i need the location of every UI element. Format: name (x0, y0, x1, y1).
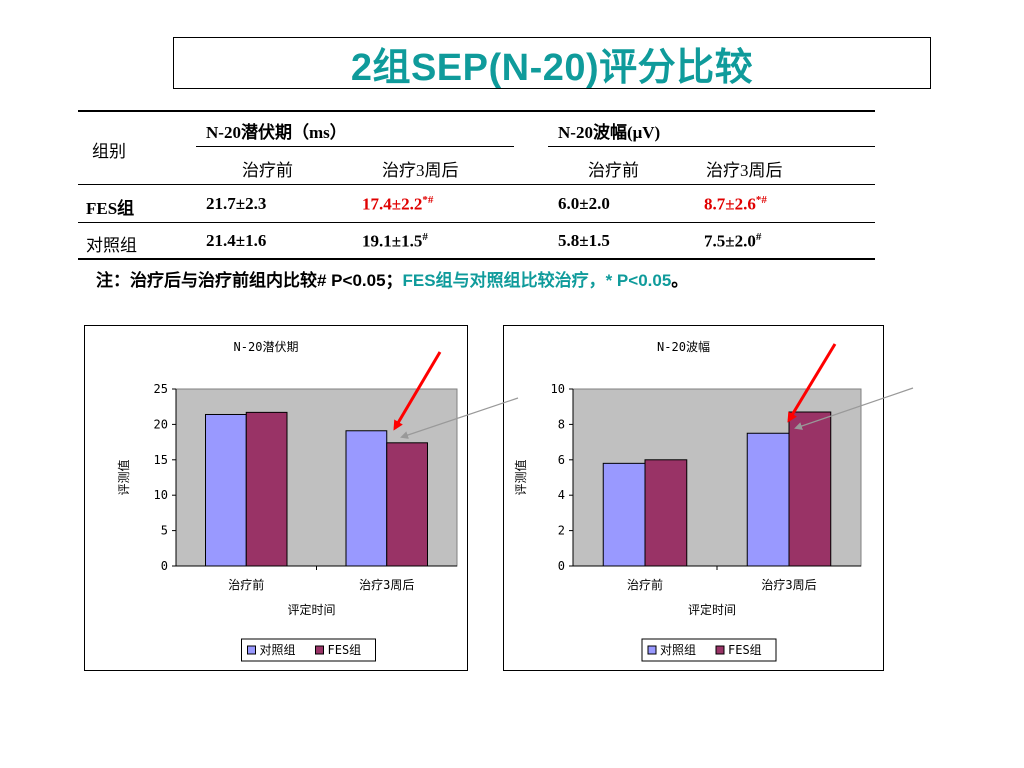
bar-control (602, 462, 646, 567)
x-tick-label: 治疗3周后 (761, 578, 816, 592)
row-control-group: 对照组 (86, 236, 137, 255)
x-axis-label: 评定时间 (287, 602, 335, 617)
bar-fes (644, 459, 688, 567)
latency-header: N-20潜伏期（ms） (206, 123, 347, 142)
legend-swatch-fes (715, 645, 725, 655)
legend (641, 638, 777, 662)
y-tick-label: 25 (154, 382, 168, 396)
row-divider (78, 222, 875, 223)
red-arrow-amplitude (787, 343, 837, 423)
legend-label: 对照组 (660, 643, 696, 657)
row-fes-group: FES组 (86, 199, 135, 218)
row-control-lat-after: 19.1±1.5# (362, 231, 428, 251)
y-tick-label: 15 (154, 453, 168, 467)
row-control-amp-after: 7.5±2.0# (704, 231, 762, 251)
y-tick-label: 4 (558, 488, 565, 502)
y-tick-label: 0 (161, 559, 168, 573)
x-tick-label: 治疗3周后 (359, 578, 414, 592)
footnote-part1: 注：治疗后与治疗前组内比较# P<0.05； (96, 271, 403, 290)
row-fes-amp-after: 8.7±2.6*# (704, 194, 767, 214)
row-fes-lat-before: 21.7±2.3 (206, 194, 267, 213)
row-control-lat-before: 21.4±1.6 (206, 231, 267, 250)
amplitude-chart-frame: N-20波幅 0 2 4 6 8 10 治疗前 治疗3周后评定时间 评测值对照组 FES组 (503, 325, 884, 671)
y-axis-label: 评测值 (116, 459, 131, 495)
amplitude-header: N-20波幅(μV) (558, 123, 661, 142)
bar-fes (386, 442, 428, 567)
red-arrow-latency (393, 351, 442, 431)
table-top-rule (78, 110, 875, 112)
page-title: 2组SEP(N-20)评分比较 (350, 46, 754, 89)
legend-swatch-fes (315, 645, 324, 655)
gray-pointer-latency (400, 397, 519, 439)
x-tick-label: 治疗前 (228, 577, 264, 592)
footnote-part3: 。 (671, 271, 689, 290)
footnote-part2: FES组与对照组比较治疗，* P<0.05 (402, 271, 672, 290)
y-tick-label: 10 (551, 382, 565, 396)
significance-mark: *# (422, 194, 434, 206)
y-tick-label: 5 (161, 524, 168, 538)
legend-label: FES组 (328, 643, 362, 657)
significance-mark: *# (755, 194, 767, 206)
row-fes-lat-after: 17.4±2.2*# (362, 194, 434, 214)
bar-fes (788, 411, 832, 567)
latency-before-header: 治疗前 (242, 161, 293, 180)
amplitude-header-rule (548, 146, 875, 147)
latency-header-rule (196, 146, 514, 147)
bar-fes (245, 411, 288, 567)
y-tick-label: 0 (558, 559, 565, 573)
significance-mark: # (755, 231, 762, 243)
legend-swatch-control (247, 645, 256, 655)
y-tick-label: 10 (154, 488, 168, 502)
group-header: 组别 (92, 142, 126, 161)
y-tick-label: 6 (558, 453, 565, 467)
row-control-amp-before: 5.8±1.5 (558, 231, 610, 250)
x-axis-label: 评定时间 (688, 602, 736, 617)
header-bottom-rule (78, 184, 875, 185)
title-box: 2组SEP(N-20)评分比较 (173, 37, 931, 89)
latency-after-header: 治疗3周后 (382, 161, 459, 180)
legend (241, 638, 376, 662)
y-axis-label: 评测值 (513, 459, 528, 495)
legend-label: 对照组 (260, 643, 296, 657)
y-tick-label: 8 (558, 417, 565, 431)
bar-control (205, 413, 247, 567)
results-table: 组别 N-20潜伏期（ms） N-20波幅(μV) 治疗前 治疗3周后 治疗前 … (0, 0, 1024, 300)
footnote: 注：治疗后与治疗前组内比较# P<0.05；FES组与对照组比较治疗，* P<0… (96, 266, 688, 291)
amplitude-before-header: 治疗前 (588, 161, 639, 180)
x-tick-label: 治疗前 (627, 577, 663, 592)
table-bottom-rule (78, 258, 875, 260)
y-tick-label: 2 (558, 524, 565, 538)
row-fes-amp-before: 6.0±2.0 (558, 194, 610, 213)
chart-title: N-20波幅 (657, 339, 710, 354)
legend-swatch-control (647, 645, 657, 655)
latency-chart-frame: N-20潜伏期 0 5 10 15 20 25 治疗前 治疗3周后评定时间 评测值对照组 FES组 (84, 325, 468, 671)
amplitude-after-header: 治疗3周后 (706, 161, 783, 180)
legend-label: FES组 (728, 643, 762, 657)
chart-title: N-20潜伏期 (234, 340, 299, 354)
y-tick-label: 20 (154, 417, 168, 431)
significance-mark: # (422, 231, 428, 243)
bar-control (746, 432, 790, 567)
bar-control (345, 430, 388, 567)
gray-pointer-amplitude (794, 387, 914, 430)
